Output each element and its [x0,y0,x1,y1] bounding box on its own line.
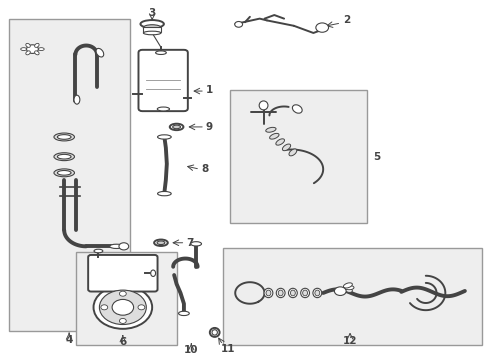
Ellipse shape [293,105,302,113]
Circle shape [99,290,147,324]
Ellipse shape [26,51,30,55]
Ellipse shape [270,134,279,139]
Ellipse shape [144,31,161,35]
FancyBboxPatch shape [139,50,188,111]
Circle shape [26,45,38,53]
Circle shape [94,286,152,329]
Circle shape [120,319,126,323]
Ellipse shape [266,127,276,132]
Ellipse shape [212,330,218,335]
Circle shape [120,291,126,296]
Ellipse shape [74,95,80,104]
Circle shape [119,243,129,250]
Ellipse shape [57,154,71,159]
Ellipse shape [264,288,273,298]
Circle shape [334,287,346,296]
Ellipse shape [151,270,156,276]
Ellipse shape [54,133,74,141]
Ellipse shape [191,242,201,246]
Circle shape [235,22,243,27]
Text: 7: 7 [186,238,194,248]
Ellipse shape [313,288,322,298]
Ellipse shape [26,44,30,48]
Ellipse shape [343,283,352,288]
Ellipse shape [21,48,26,50]
Ellipse shape [282,144,291,151]
Ellipse shape [141,20,164,28]
Ellipse shape [96,48,104,57]
Ellipse shape [157,241,165,244]
Ellipse shape [315,290,320,296]
Circle shape [138,305,145,310]
Ellipse shape [35,51,39,55]
Text: 5: 5 [373,152,380,162]
Ellipse shape [144,25,161,31]
Ellipse shape [301,288,310,298]
Ellipse shape [57,135,71,139]
Text: 10: 10 [184,345,198,355]
Ellipse shape [94,249,103,253]
Ellipse shape [343,287,352,292]
Ellipse shape [289,149,297,156]
Ellipse shape [57,171,71,175]
Ellipse shape [303,290,308,296]
Bar [76,252,176,345]
Ellipse shape [289,288,297,298]
Text: 9: 9 [206,122,213,132]
Text: 4: 4 [65,334,73,345]
FancyBboxPatch shape [88,255,158,292]
Text: 11: 11 [220,343,235,354]
Ellipse shape [278,290,283,296]
Circle shape [316,23,329,32]
Ellipse shape [54,153,74,161]
Ellipse shape [259,101,268,110]
Circle shape [112,300,134,315]
Ellipse shape [344,285,354,290]
Text: 12: 12 [343,336,357,346]
Ellipse shape [158,192,171,196]
Ellipse shape [157,107,170,111]
Ellipse shape [172,125,180,129]
Bar [230,90,367,223]
Text: 1: 1 [206,85,213,95]
Ellipse shape [276,139,285,145]
Bar [9,19,130,330]
Ellipse shape [54,169,74,177]
Text: 2: 2 [343,15,350,26]
Ellipse shape [266,290,271,296]
Circle shape [101,305,108,310]
Text: 3: 3 [148,8,156,18]
Bar [144,27,161,32]
Text: 8: 8 [201,164,208,174]
Ellipse shape [276,288,285,298]
Bar [223,248,482,345]
Ellipse shape [170,124,183,130]
Ellipse shape [35,44,39,48]
Ellipse shape [110,244,123,248]
Text: 6: 6 [119,337,126,347]
Ellipse shape [156,51,166,54]
Ellipse shape [210,328,220,337]
Ellipse shape [154,239,168,246]
Ellipse shape [178,311,189,316]
Ellipse shape [38,48,44,50]
Ellipse shape [291,290,295,296]
Ellipse shape [158,135,171,139]
